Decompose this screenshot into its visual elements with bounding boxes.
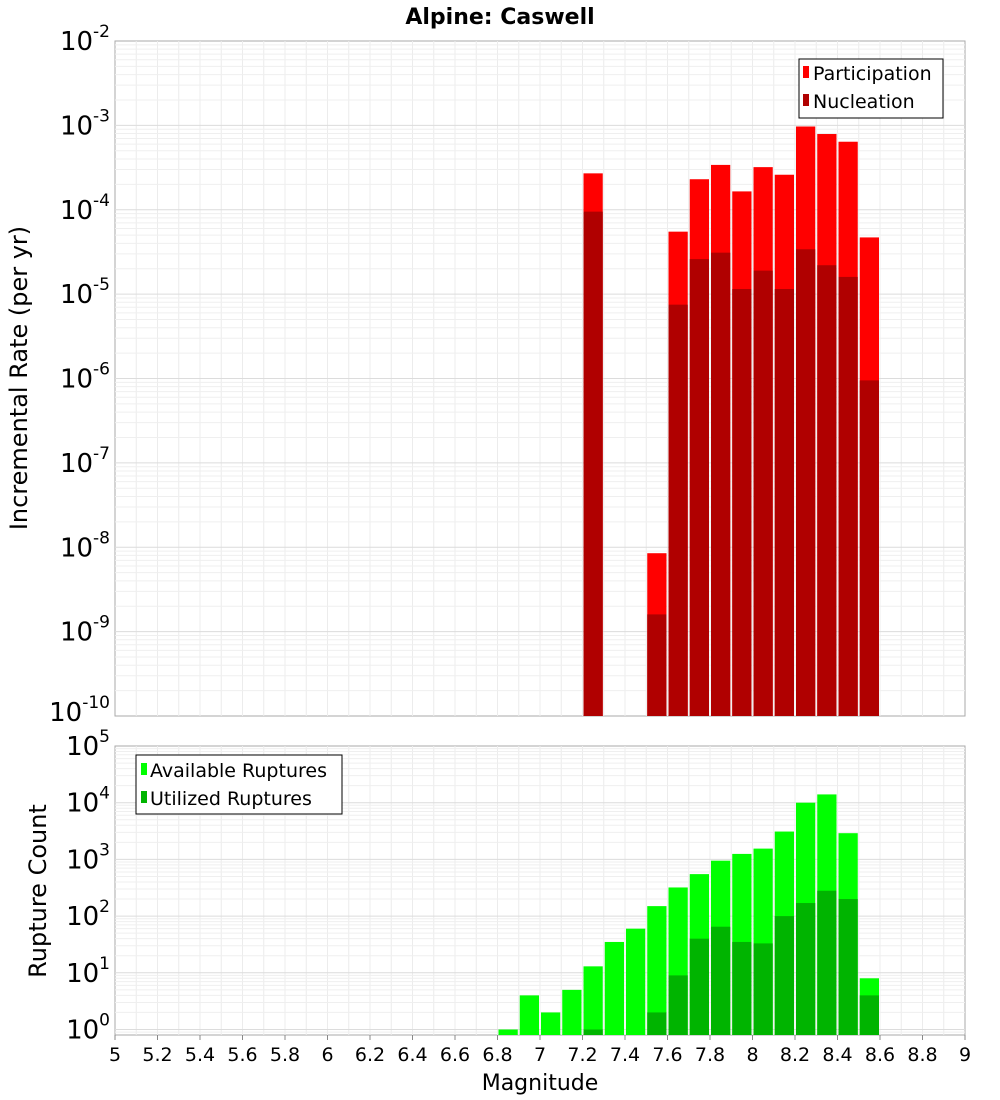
y-tick-label: 104	[66, 784, 110, 819]
x-axis-label: Magnitude	[482, 1071, 599, 1096]
x-tick-label: 5.8	[270, 1044, 300, 1066]
x-tick-label: 5.4	[185, 1044, 215, 1066]
x-tick-label: 8.2	[780, 1044, 810, 1066]
x-tick-label: 7.8	[695, 1044, 725, 1066]
utilized-ruptures-bar	[859, 995, 879, 1035]
x-tick-label: 6.4	[397, 1044, 427, 1066]
utilized-ruptures-bar	[647, 1012, 667, 1035]
nucleation-bar	[689, 259, 709, 716]
x-tick-label: 5.2	[142, 1044, 172, 1066]
count-legend-box	[135, 754, 343, 815]
available-ruptures-bar	[604, 941, 624, 1035]
nucleation-legend-label: Nucleation	[813, 91, 915, 113]
utilized-ruptures-bar	[583, 1029, 603, 1035]
rate-legend: Participation Nucleation	[798, 58, 944, 119]
rate-y-ticks: 10-10 10-9 10-8 10-7 10-6 10-5 10-4 10-3 10-2	[49, 22, 110, 728]
count-y-ticks: 100 101 102 103 104 105	[66, 727, 110, 1046]
participation-legend-label: Participation	[813, 63, 932, 85]
available-ruptures-bar	[498, 1029, 518, 1035]
nucleation-bar	[668, 304, 688, 716]
rate-grid	[115, 41, 965, 716]
nucleation-bar	[796, 249, 816, 716]
rate-y-axis-label: Incremental Rate (per yr)	[5, 226, 33, 530]
utilized-ruptures-bar	[668, 975, 688, 1035]
y-tick-label: 10-7	[60, 444, 110, 479]
nucleation-bar	[817, 265, 837, 716]
y-tick-label: 10-3	[60, 106, 110, 141]
utilized-ruptures-bar	[838, 899, 858, 1035]
rate-legend-box	[798, 58, 944, 119]
utilized-ruptures-bar	[753, 943, 773, 1035]
utilized-legend-label: Utilized Ruptures	[150, 788, 312, 810]
y-tick-label: 10-6	[60, 360, 110, 395]
x-tick-label: 8.6	[865, 1044, 895, 1066]
nucleation-legend-swatch	[803, 94, 809, 106]
y-tick-label: 101	[66, 954, 110, 989]
x-tick-label: 5	[109, 1044, 121, 1066]
count-panel: 100 101 102 103 104 105 5 5.2 5.4 5.6 5.8 6 6.2 6.4 6…	[24, 727, 971, 1096]
x-tick-label: 6	[321, 1044, 333, 1066]
utilized-ruptures-bar	[817, 890, 837, 1035]
x-tick-label: 8	[746, 1044, 758, 1066]
x-tick-label: 7	[534, 1044, 546, 1066]
x-tick-label: 9	[959, 1044, 971, 1066]
x-ticks: 5 5.2 5.4 5.6 5.8 6 6.2 6.4 6.6 6.8 7 7.2 7.4 7.6 7.8 8…	[109, 1035, 971, 1066]
count-bars	[498, 794, 879, 1035]
y-tick-label: 10-10	[49, 693, 110, 728]
nucleation-bar	[753, 270, 773, 716]
nucleation-bar	[838, 276, 858, 716]
nucleation-bar	[859, 380, 879, 716]
y-tick-label: 10-8	[60, 528, 110, 563]
nucleation-bar	[732, 289, 752, 716]
available-ruptures-bar	[647, 906, 667, 1035]
count-y-axis-label: Rupture Count	[24, 804, 52, 978]
y-tick-label: 100	[66, 1011, 110, 1046]
utilized-ruptures-bar	[796, 903, 816, 1035]
x-tick-label: 6.8	[482, 1044, 512, 1066]
available-ruptures-bar	[562, 989, 582, 1035]
available-legend-swatch	[141, 763, 147, 775]
nucleation-bar	[711, 252, 731, 716]
x-tick-label: 8.4	[822, 1044, 852, 1066]
utilized-ruptures-bar	[711, 926, 731, 1035]
utilized-ruptures-bar	[732, 941, 752, 1035]
x-tick-label: 7.4	[610, 1044, 640, 1066]
y-tick-label: 103	[66, 840, 110, 875]
y-tick-label: 10-2	[60, 22, 110, 57]
x-tick-label: 7.6	[652, 1044, 682, 1066]
x-tick-label: 6.6	[440, 1044, 470, 1066]
available-ruptures-bar	[626, 928, 646, 1035]
utilized-legend-swatch	[141, 791, 147, 803]
available-ruptures-bar	[541, 1012, 561, 1035]
y-tick-label: 10-5	[60, 275, 110, 310]
x-tick-label: 7.2	[567, 1044, 597, 1066]
y-tick-label: 102	[66, 897, 110, 932]
participation-legend-swatch	[803, 66, 809, 78]
y-tick-label: 105	[66, 727, 110, 762]
x-tick-label: 6.2	[355, 1044, 385, 1066]
count-legend: Available Ruptures Utilized Ruptures	[135, 754, 343, 815]
utilized-ruptures-bar	[689, 938, 709, 1035]
nucleation-bar	[647, 614, 667, 716]
available-ruptures-bar	[519, 995, 539, 1035]
nucleation-bar	[583, 211, 603, 716]
rate-bars	[583, 126, 879, 717]
x-tick-label: 8.8	[907, 1044, 937, 1066]
y-tick-label: 10-9	[60, 613, 110, 648]
nucleation-bar	[774, 289, 794, 716]
rate-panel: 10-10 10-9 10-8 10-7 10-6 10-5 10-4 10-3 10-2 In…	[5, 22, 966, 728]
utilized-ruptures-bar	[774, 916, 794, 1035]
y-tick-label: 10-4	[60, 191, 110, 226]
available-legend-label: Available Ruptures	[150, 760, 327, 782]
chart-title: Alpine: Caswell	[405, 5, 594, 30]
available-ruptures-bar	[583, 966, 603, 1035]
x-tick-label: 5.6	[227, 1044, 257, 1066]
